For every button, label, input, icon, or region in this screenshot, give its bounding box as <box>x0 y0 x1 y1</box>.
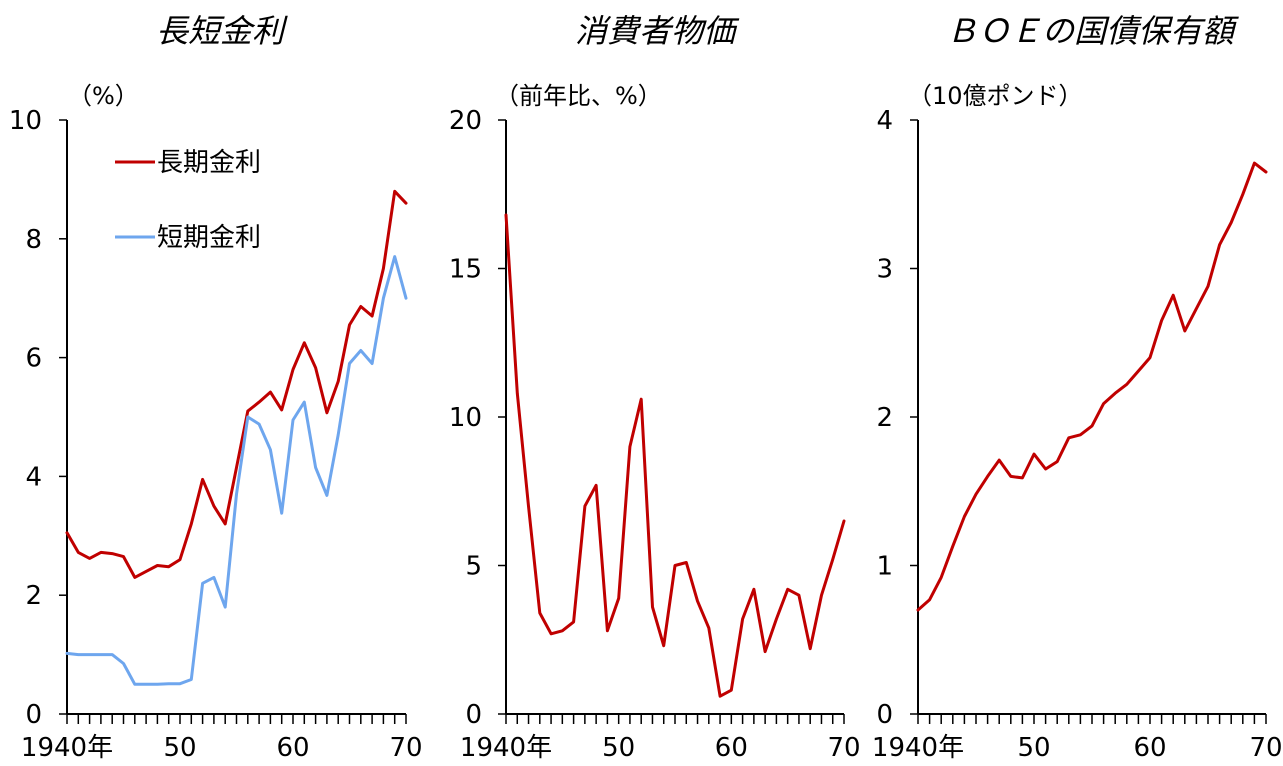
legend-label: 長期金利 <box>157 148 261 178</box>
y-tick-label: 3 <box>876 255 893 285</box>
y-tick-label: 6 <box>25 344 42 374</box>
chart-panel-2: 消費者物価 （前年比、%） 0 5 10 15 20 1940年 50 60 70 <box>449 12 861 763</box>
y-tick-label: 2 <box>25 581 42 611</box>
y-tick-label: 0 <box>25 700 42 730</box>
unit-label: （%） <box>68 82 139 110</box>
y-tick-label: 20 <box>449 106 482 136</box>
x-tick-label: 1940年 <box>872 733 964 763</box>
y-tick-label: 2 <box>876 403 893 433</box>
x-tick-label: 60 <box>276 733 309 763</box>
y-tick-label: 1 <box>876 552 893 582</box>
x-tick-label: 50 <box>1017 733 1050 763</box>
y-tick-label: 0 <box>465 700 482 730</box>
y-tick-label: 8 <box>25 225 42 255</box>
chart-title: 長短金利 <box>156 12 288 50</box>
x-tick-label: 50 <box>602 733 635 763</box>
series-line-2 <box>65 255 408 686</box>
y-tick-label: 10 <box>449 403 482 433</box>
x-tick-label: 70 <box>389 733 422 763</box>
series-line-1 <box>504 213 846 698</box>
y-tick-label: 4 <box>25 462 42 492</box>
y-tick-label: 10 <box>9 106 42 136</box>
chart-panel-3: ＢＯＥの国債保有額 （10億ポンド） 0 1 2 3 4 1940年 50 60 70 <box>872 12 1283 763</box>
x-tick-label: 1940年 <box>460 733 552 763</box>
unit-label: （前年比、%） <box>495 82 662 110</box>
chart-title: ＢＯＥの国債保有額 <box>946 12 1239 50</box>
y-tick-label: 0 <box>876 700 893 730</box>
unit-label: （10億ポンド） <box>908 82 1083 110</box>
series-line-1 <box>65 189 408 579</box>
legend-label: 短期金利 <box>157 223 261 253</box>
y-tick-label: 15 <box>449 255 482 285</box>
y-tick-label: 4 <box>876 106 893 136</box>
x-tick-label: 60 <box>715 733 748 763</box>
y-tick-label: 5 <box>465 552 482 582</box>
chart-title: 消費者物価 <box>575 12 740 50</box>
x-tick-label: 70 <box>1249 733 1282 763</box>
x-tick-label: 50 <box>163 733 196 763</box>
x-tick-label: 60 <box>1133 733 1166 763</box>
x-tick-label: 70 <box>827 733 860 763</box>
x-tick-label: 1940年 <box>21 733 113 763</box>
series-line-1 <box>916 161 1268 612</box>
